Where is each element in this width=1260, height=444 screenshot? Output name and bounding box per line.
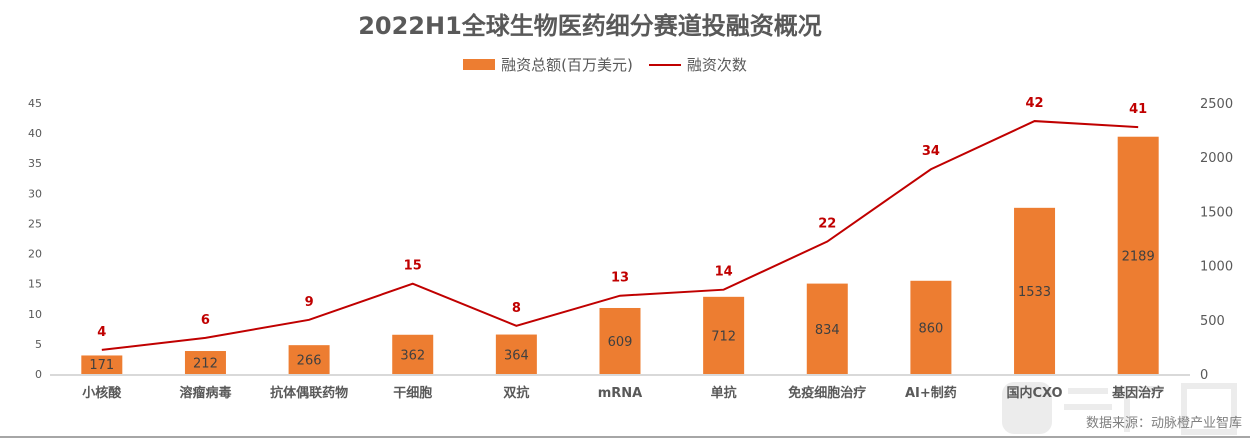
line-data-label: 6 — [201, 313, 210, 328]
line-data-label: 13 — [611, 271, 629, 286]
category-label: 国内CXO — [1006, 385, 1062, 401]
line-data-label: 34 — [922, 144, 940, 159]
left-tick-label: 15 — [28, 278, 42, 291]
category-label: 单抗 — [711, 385, 737, 401]
right-tick-label: 2500 — [1200, 97, 1233, 112]
left-tick-label: 45 — [28, 97, 42, 110]
category-label: 小核酸 — [82, 385, 122, 401]
legend-swatch-bar — [463, 59, 496, 70]
source-note: 数据来源：动脉橙产业智库 — [1085, 416, 1242, 431]
left-tick-label: 0 — [35, 368, 42, 381]
watermark-logo — [1002, 382, 1237, 435]
line-data-label: 8 — [512, 301, 521, 316]
left-tick-label: 10 — [28, 308, 42, 321]
bar — [599, 307, 641, 374]
bar — [81, 355, 123, 374]
bar-data-label: 860 — [918, 321, 943, 336]
line-series — [101, 120, 1139, 351]
left-tick-label: 20 — [28, 248, 42, 261]
bar-data-label: 266 — [297, 354, 322, 369]
left-tick-label: 30 — [28, 187, 42, 200]
bar — [703, 296, 745, 374]
right-tick-label: 1500 — [1200, 205, 1233, 220]
legend: 融资总额(百万美元) 融资次数 — [0, 54, 1210, 75]
bar — [184, 351, 226, 374]
legend-item-bar: 融资总额(百万美元) — [463, 54, 633, 75]
category-label: 抗体偶联药物 — [270, 385, 348, 401]
left-tick-label: 35 — [28, 157, 42, 170]
bar — [392, 334, 434, 374]
right-tick-label: 0 — [1200, 368, 1208, 383]
category-label: 免疫细胞治疗 — [788, 385, 866, 401]
bar — [495, 334, 537, 374]
bar — [1014, 207, 1056, 374]
bar-data-label: 712 — [711, 329, 736, 344]
line-data-label: 4 — [97, 325, 106, 340]
bar-data-label: 2189 — [1122, 249, 1155, 264]
left-tick-label: 25 — [28, 217, 42, 230]
legend-swatch-line — [648, 63, 681, 66]
bottom-divider — [0, 436, 1250, 438]
category-label: 双抗 — [503, 385, 529, 401]
bar-data-label: 834 — [815, 323, 840, 338]
bar — [910, 280, 952, 374]
category-label: 溶瘤病毒 — [179, 385, 231, 401]
bar-data-label: 171 — [89, 358, 114, 373]
line-data-label: 9 — [305, 295, 314, 310]
bar — [288, 345, 330, 374]
bar-data-label: 362 — [400, 348, 425, 363]
category-label: AI+制药 — [905, 385, 957, 401]
line-data-label: 14 — [715, 265, 733, 280]
bar-data-label: 212 — [193, 357, 218, 372]
right-tick-label: 500 — [1200, 314, 1225, 329]
line-data-label: 42 — [1025, 96, 1043, 111]
line-data-label: 22 — [818, 217, 836, 232]
right-tick-label: 1000 — [1200, 260, 1233, 275]
legend-label: 融资次数 — [686, 56, 747, 74]
left-tick-label: 40 — [28, 127, 42, 140]
left-tick-label: 5 — [35, 338, 42, 351]
line-data-label: 15 — [404, 259, 422, 274]
category-label: mRNA — [598, 386, 643, 401]
bar — [1117, 136, 1159, 374]
bar-data-label: 609 — [608, 335, 633, 350]
category-label: 基因治疗 — [1111, 385, 1164, 401]
line-data-label: 41 — [1129, 102, 1147, 117]
category-label: 干细胞 — [393, 385, 432, 401]
bar-data-label: 1533 — [1018, 285, 1051, 300]
chart-title: 2022H1全球生物医药细分赛道投融资概况 — [358, 12, 822, 40]
legend-label: 融资总额(百万美元) — [501, 56, 633, 74]
right-tick-label: 2000 — [1200, 151, 1233, 166]
legend-item-line: 融资次数 — [648, 54, 747, 75]
bar-data-label: 364 — [504, 348, 529, 363]
bar — [806, 283, 848, 374]
